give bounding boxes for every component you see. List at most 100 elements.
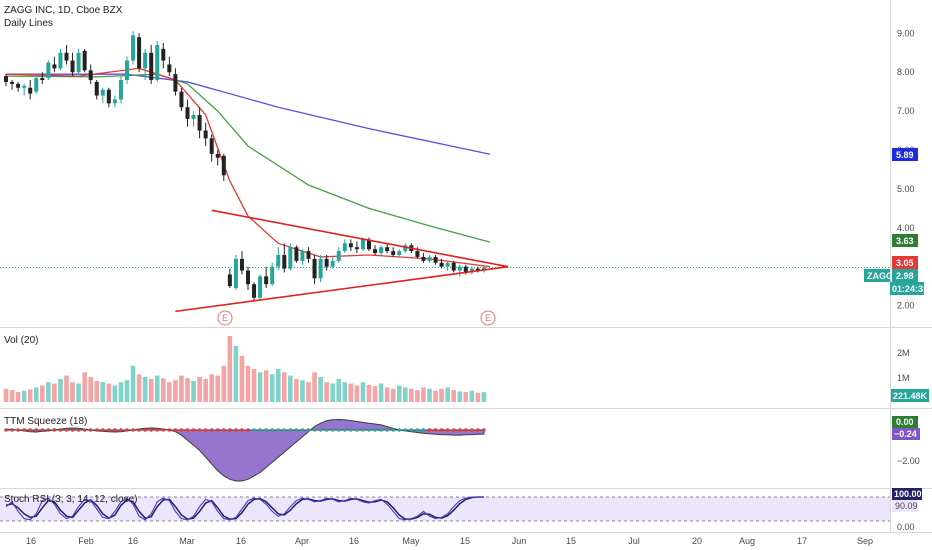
badge-squeeze-value: −0.24 bbox=[892, 428, 920, 440]
volume-bar-64 bbox=[390, 388, 396, 402]
volume-bar-39 bbox=[239, 355, 245, 402]
candle-body-79 bbox=[481, 267, 486, 271]
squeeze-dot-66 bbox=[403, 428, 407, 432]
svg-text:3.05: 3.05 bbox=[896, 258, 914, 268]
squeeze-dot-32 bbox=[197, 428, 202, 432]
time-tick-12: 20 bbox=[692, 536, 702, 546]
squeeze-dot-34 bbox=[210, 428, 214, 432]
price-tick-0: 9.00 bbox=[897, 28, 915, 38]
candle-body-74 bbox=[451, 262, 456, 271]
volume-bar-38 bbox=[233, 345, 239, 402]
candle-body-11 bbox=[70, 60, 75, 73]
squeeze-dot-40 bbox=[246, 428, 250, 432]
time-tick-1: Feb bbox=[78, 536, 94, 546]
squeeze-dot-43 bbox=[264, 428, 268, 432]
volume-bar-14 bbox=[88, 376, 93, 402]
volume-bar-5 bbox=[33, 387, 39, 402]
squeeze-dot-62 bbox=[379, 428, 383, 432]
volume-bar-67 bbox=[409, 388, 414, 402]
squeeze-dot-7 bbox=[46, 428, 51, 432]
volume-bar-10 bbox=[64, 375, 69, 402]
squeeze-dot-5 bbox=[34, 428, 38, 432]
badge-countdown: 01:24:31 bbox=[890, 282, 928, 295]
volume-bar-51 bbox=[312, 372, 317, 402]
squeeze-dot-11 bbox=[70, 428, 75, 432]
squeeze-dot-6 bbox=[40, 428, 44, 432]
volume-bar-76 bbox=[463, 392, 469, 402]
candle-body-77 bbox=[469, 268, 474, 273]
squeeze-dot-45 bbox=[276, 428, 280, 432]
volume-bar-13 bbox=[82, 372, 87, 402]
volume-bar-35 bbox=[215, 375, 221, 402]
volume-bar-53 bbox=[324, 382, 329, 402]
chart-symbol-title: ZAGG INC, 1D, Cboe BZX bbox=[4, 5, 123, 16]
volume-bar-57 bbox=[348, 383, 354, 402]
volume-bar-6 bbox=[40, 385, 45, 402]
squeeze-dot-1 bbox=[10, 428, 14, 432]
volume-bar-2 bbox=[15, 392, 21, 402]
earnings-marker-1[interactable]: E bbox=[217, 310, 233, 326]
candle-body-26 bbox=[161, 48, 166, 61]
candle-body-6 bbox=[40, 78, 45, 80]
squeeze-dot-74 bbox=[452, 428, 456, 432]
squeeze-dot-42 bbox=[258, 428, 262, 432]
squeeze-dot-33 bbox=[203, 428, 208, 432]
volume-bar-48 bbox=[294, 378, 299, 402]
squeeze-dot-47 bbox=[288, 428, 293, 432]
candle-body-32 bbox=[197, 115, 202, 131]
squeeze-dot-73 bbox=[445, 428, 450, 432]
time-tick-9: Jun bbox=[512, 536, 527, 546]
stoch-pane-title: Stoch RSI (3, 3, 14, 12, close) bbox=[4, 494, 137, 505]
squeeze-dot-68 bbox=[415, 428, 420, 432]
svg-text:E: E bbox=[222, 313, 228, 323]
squeeze-dot-41 bbox=[252, 428, 256, 432]
earnings-marker-2[interactable]: E bbox=[480, 310, 496, 326]
candle-body-35 bbox=[215, 153, 220, 158]
candle-body-57 bbox=[348, 243, 353, 248]
candle-body-71 bbox=[433, 256, 438, 263]
svg-text:2.98: 2.98 bbox=[896, 271, 914, 281]
candle-body-24 bbox=[149, 52, 154, 80]
volume-bar-47 bbox=[288, 375, 293, 402]
volume-bar-54 bbox=[330, 383, 335, 402]
squeeze-dot-57 bbox=[349, 428, 353, 432]
candle-body-53 bbox=[324, 258, 329, 267]
candle-body-52 bbox=[318, 258, 323, 279]
volume-bar-34 bbox=[209, 374, 214, 402]
candle-body-61 bbox=[373, 249, 378, 254]
volume-bar-12 bbox=[76, 383, 81, 402]
volume-bar-28 bbox=[173, 380, 178, 402]
time-tick-14: 17 bbox=[797, 536, 807, 546]
squeeze-dot-69 bbox=[421, 428, 426, 432]
candle-body-62 bbox=[379, 247, 384, 254]
volume-bar-49 bbox=[300, 380, 305, 402]
price-tick-7: 2.00 bbox=[897, 301, 915, 311]
squeeze-dot-49 bbox=[300, 428, 305, 432]
svg-text:01:24:31: 01:24:31 bbox=[892, 284, 928, 294]
candle-body-58 bbox=[354, 247, 359, 250]
candle-body-13 bbox=[82, 50, 87, 71]
badge-squeeze-zero: 0.00 bbox=[892, 416, 918, 428]
candle-body-14 bbox=[88, 70, 93, 80]
volume-bar-70 bbox=[427, 388, 432, 402]
candle-body-49 bbox=[300, 251, 305, 261]
squeeze-dot-51 bbox=[312, 428, 317, 432]
candle-body-4 bbox=[28, 87, 33, 94]
candle-body-78 bbox=[475, 268, 480, 271]
time-tick-7: May bbox=[402, 536, 420, 546]
squeeze-dot-16 bbox=[101, 428, 105, 432]
svg-text:90.09: 90.09 bbox=[895, 501, 918, 511]
badge-last-price: 2.98 bbox=[892, 269, 918, 282]
squeeze-dot-8 bbox=[52, 428, 57, 432]
volume-bar-79 bbox=[481, 392, 487, 402]
squeeze-dot-19 bbox=[119, 428, 123, 432]
svg-text:0.00: 0.00 bbox=[896, 417, 914, 427]
squeeze-dot-52 bbox=[318, 428, 323, 432]
time-tick-15: Sep bbox=[857, 536, 873, 546]
candle-body-34 bbox=[209, 138, 214, 154]
candle-body-76 bbox=[463, 266, 468, 273]
squeeze-dot-59 bbox=[361, 428, 365, 432]
volume-bar-15 bbox=[94, 380, 100, 402]
candle-body-36 bbox=[221, 155, 226, 176]
